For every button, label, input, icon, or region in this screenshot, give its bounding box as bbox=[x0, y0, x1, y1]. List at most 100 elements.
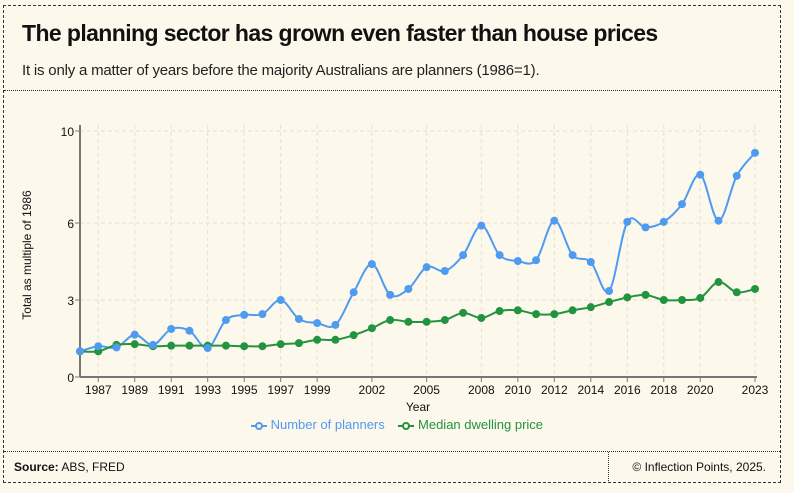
data-point bbox=[130, 330, 139, 339]
data-point bbox=[240, 310, 249, 319]
data-point bbox=[751, 148, 759, 157]
data-point bbox=[495, 307, 504, 316]
data-point bbox=[459, 251, 468, 260]
data-point bbox=[641, 223, 650, 232]
data-point bbox=[513, 256, 522, 265]
data-point bbox=[258, 342, 267, 351]
legend-item-planners[interactable]: Number of planners bbox=[250, 417, 388, 432]
data-point bbox=[532, 310, 541, 319]
data-point bbox=[148, 340, 157, 349]
chart-title: The planning sector has grown even faste… bbox=[22, 20, 658, 46]
data-point bbox=[331, 335, 340, 344]
footer: Source: ABS, FRED © Inflection Points, 2… bbox=[4, 451, 780, 483]
data-point bbox=[240, 342, 249, 351]
data-point bbox=[714, 216, 723, 225]
data-point bbox=[313, 335, 322, 344]
data-point bbox=[623, 217, 632, 226]
data-point bbox=[641, 290, 650, 299]
data-point bbox=[550, 216, 559, 225]
x-tick-label: 2005 bbox=[413, 383, 440, 397]
data-point bbox=[623, 293, 632, 302]
data-point bbox=[422, 317, 431, 326]
x-tick-label: 2020 bbox=[687, 383, 714, 397]
data-point bbox=[732, 171, 741, 180]
data-point bbox=[477, 313, 486, 322]
x-tick-label: 2012 bbox=[541, 383, 568, 397]
source-text: ABS, FRED bbox=[61, 460, 125, 474]
data-point bbox=[568, 306, 577, 315]
data-point bbox=[605, 298, 614, 307]
data-point bbox=[586, 258, 595, 267]
data-point bbox=[550, 310, 559, 319]
x-tick-label: 1993 bbox=[194, 383, 221, 397]
x-tick-label: 2018 bbox=[650, 383, 677, 397]
x-tick-label: 2010 bbox=[504, 383, 531, 397]
data-point bbox=[696, 293, 705, 302]
x-tick-label: 2008 bbox=[468, 383, 495, 397]
data-point bbox=[495, 251, 504, 260]
x-tick-label: 2023 bbox=[742, 383, 769, 397]
data-point bbox=[659, 217, 668, 226]
legend-item-dwelling-price[interactable]: Median dwelling price bbox=[398, 417, 543, 432]
data-point bbox=[751, 284, 759, 293]
x-tick-label: 1995 bbox=[231, 383, 258, 397]
data-point bbox=[714, 278, 723, 287]
data-point bbox=[532, 256, 541, 265]
data-point bbox=[696, 170, 705, 179]
source-note: Source: ABS, FRED bbox=[14, 460, 125, 474]
legend-label: Number of planners bbox=[270, 417, 385, 432]
data-point bbox=[659, 296, 668, 304]
legend-marker-dwelling-price-icon bbox=[398, 421, 415, 430]
data-point bbox=[258, 310, 267, 319]
data-point bbox=[349, 331, 358, 340]
y-tick-label: 0 bbox=[67, 371, 74, 385]
header: The planning sector has grown even faste… bbox=[4, 6, 780, 91]
data-point bbox=[386, 316, 395, 325]
x-axis-label: Year bbox=[406, 400, 430, 414]
data-point bbox=[367, 324, 376, 333]
x-tick-label: 1987 bbox=[85, 383, 112, 397]
data-point bbox=[276, 296, 285, 304]
data-point bbox=[678, 296, 687, 304]
data-point bbox=[185, 341, 194, 350]
data-point bbox=[586, 303, 595, 312]
data-point bbox=[203, 343, 212, 352]
legend-label: Median dwelling price bbox=[418, 417, 544, 432]
data-point bbox=[349, 288, 358, 297]
x-tick-label: 1997 bbox=[267, 383, 294, 397]
data-point bbox=[276, 340, 285, 349]
data-point bbox=[367, 260, 376, 269]
x-tick-label: 2014 bbox=[577, 383, 604, 397]
data-point bbox=[678, 200, 687, 209]
data-point bbox=[130, 340, 139, 349]
x-tick-label: 2016 bbox=[614, 383, 641, 397]
copyright: © Inflection Points, 2025. bbox=[632, 460, 766, 474]
source-label: Source: bbox=[14, 460, 59, 474]
data-point bbox=[386, 290, 395, 299]
chart-frame bbox=[3, 5, 781, 483]
data-point bbox=[605, 287, 614, 296]
data-point bbox=[331, 320, 340, 329]
data-point bbox=[440, 266, 449, 275]
data-point bbox=[422, 263, 431, 272]
y-tick-label: 10 bbox=[61, 125, 75, 139]
data-point bbox=[185, 326, 194, 335]
x-tick-label: 1989 bbox=[121, 383, 148, 397]
data-point bbox=[167, 341, 176, 350]
data-point bbox=[732, 288, 741, 297]
x-tick-label: 1999 bbox=[304, 383, 331, 397]
data-point bbox=[404, 317, 413, 326]
x-tick-label: 1991 bbox=[158, 383, 185, 397]
data-point bbox=[221, 341, 230, 350]
data-point bbox=[94, 342, 103, 351]
data-point bbox=[477, 221, 486, 230]
chart-subtitle: It is only a matter of years before the … bbox=[22, 62, 540, 79]
data-point bbox=[404, 284, 413, 293]
legend-marker-planners-icon bbox=[250, 421, 267, 430]
data-point bbox=[112, 343, 121, 352]
y-tick-label: 3 bbox=[67, 294, 74, 308]
footer-divider bbox=[608, 452, 609, 483]
y-axis-label: Total as multiple of 1986 bbox=[20, 190, 34, 320]
data-point bbox=[76, 347, 84, 356]
